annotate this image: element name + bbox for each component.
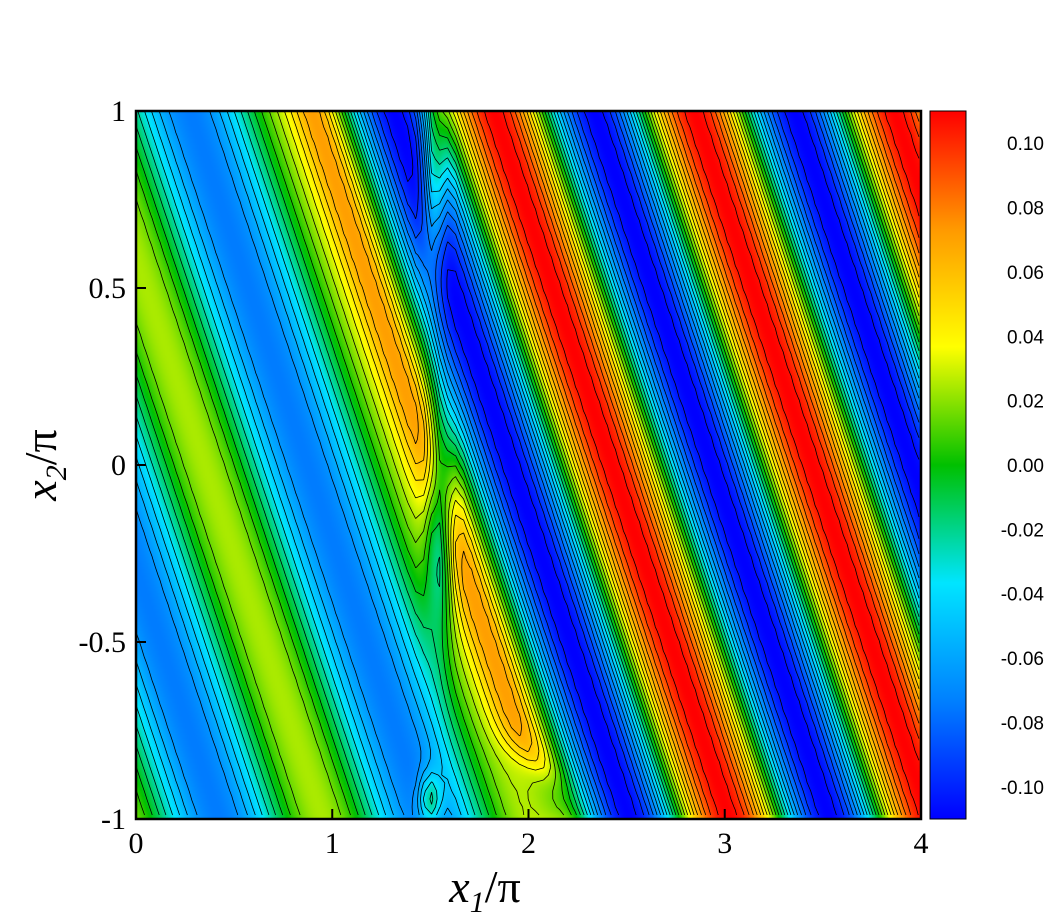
colorbar-tick-label: -0.08 [1001,713,1044,734]
x-tick-label: 1 [325,827,340,860]
colorbar-tick-label: -0.04 [1001,585,1045,606]
colorbar-tick-label: 0.10 [1007,134,1044,155]
y-axis-ticks: -1 -0.5 0 0.5 1 [79,95,146,836]
colorbar-tick-label: 0.00 [1007,456,1044,477]
y-tick-label: 0.5 [89,272,127,305]
colorbar-ticks: -0.10 -0.08 -0.06 -0.04 -0.02 0.00 0.02 0.04 0.0… [1001,134,1045,799]
colorbar-tick-label: 0.04 [1007,327,1044,348]
y-tick-label: -0.5 [79,626,127,659]
colorbar-tick-label: 0.08 [1007,199,1044,220]
colorbar-tick-label: 0.06 [1007,263,1044,284]
colorbar-tick-label: -0.10 [1001,778,1044,799]
colorbar-tick-label: 0.02 [1007,392,1044,413]
y-axis-title: x2/π [15,429,73,501]
x-tick-label: 0 [129,827,144,860]
colorbar-tick-label: -0.06 [1001,649,1044,670]
y-tick-label: -1 [101,803,126,836]
x-axis-title: x1/π [448,861,520,919]
x-tick-label: 3 [717,827,732,860]
y-tick-label: 1 [111,95,126,128]
colorbar [929,110,967,820]
x-axis-ticks: 0 1 2 3 4 [129,809,929,860]
x-tick-label: 2 [521,827,536,860]
x-tick-label: 4 [914,827,929,860]
y-tick-label: 0 [111,449,126,482]
colorbar-tick-label: -0.02 [1001,520,1044,541]
